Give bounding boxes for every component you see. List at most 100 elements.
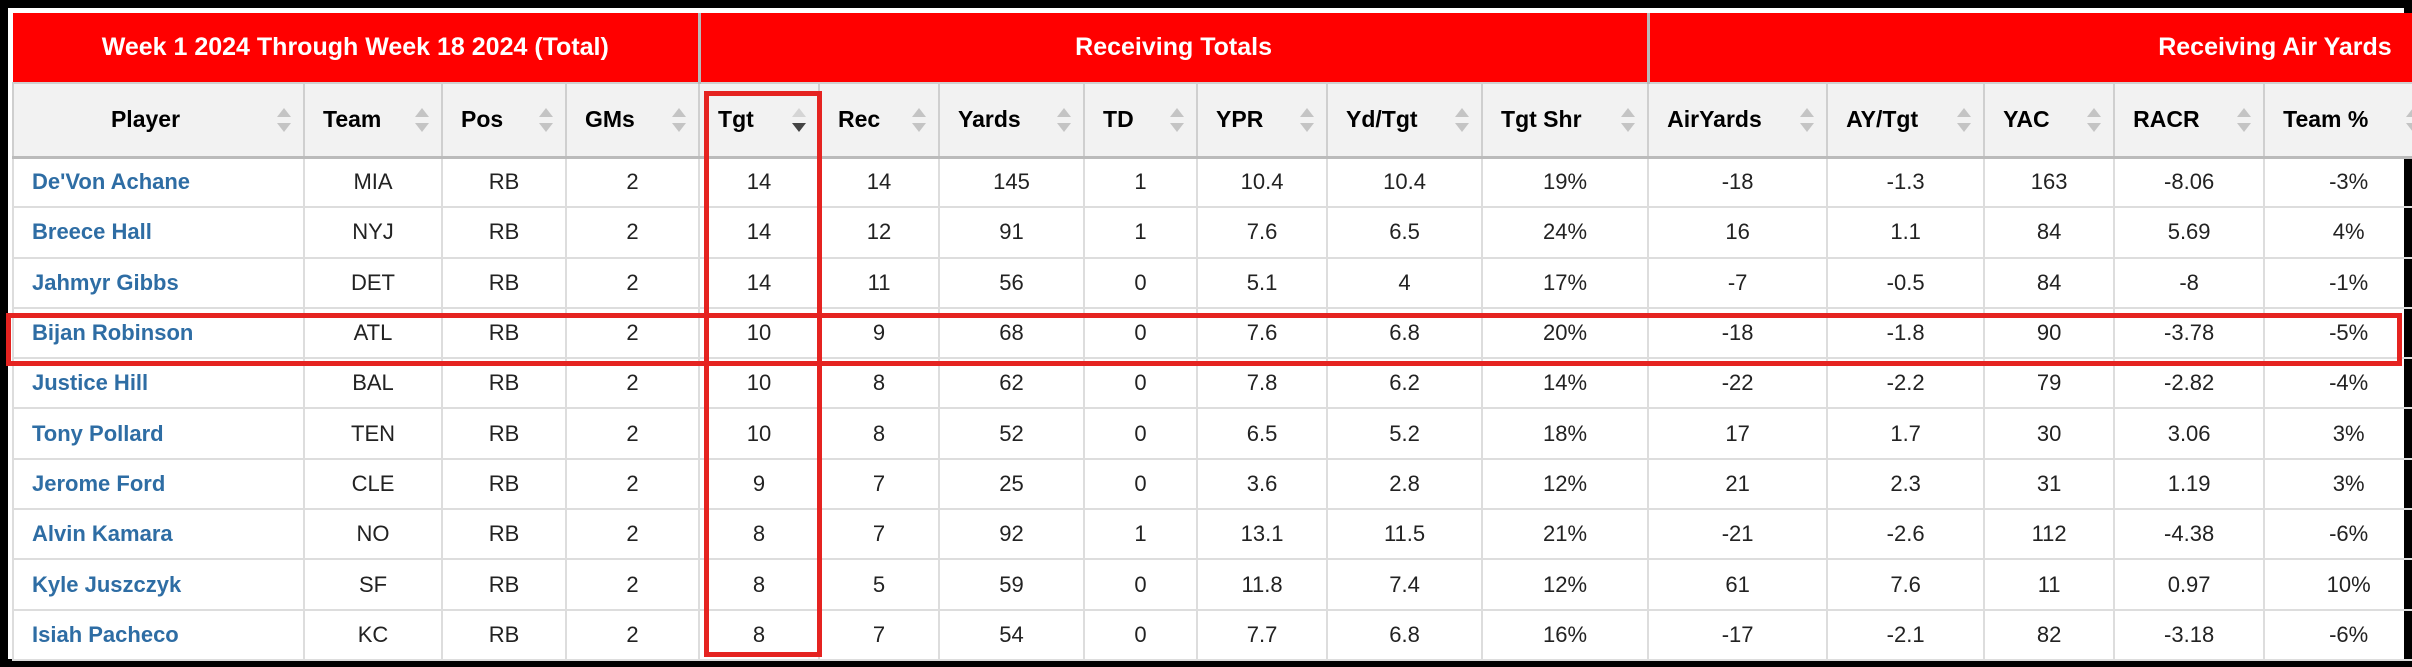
cell-td: 0 (1083, 457, 1199, 511)
cell-yac: 82 (1983, 608, 2116, 661)
sort-arrows-icon[interactable] (1621, 108, 1636, 136)
cell-ay-tgt: -2.1 (1826, 608, 1986, 661)
sort-arrows-icon[interactable] (1455, 108, 1470, 136)
cell-td: 0 (1083, 306, 1199, 360)
column-header-td[interactable]: TD (1083, 82, 1199, 159)
sort-arrows-icon[interactable] (912, 108, 927, 136)
cell-team-pct: -6% (2263, 508, 2412, 561)
cell-yards: 145 (938, 155, 1086, 209)
table-row: Jahmyr Gibbs DET RB 2 14 11 56 0 5.1 4 17% -7 -0.5 84… (12, 256, 2412, 309)
sort-arrows-icon[interactable] (2406, 108, 2412, 136)
column-header-label: Team (323, 106, 382, 133)
sort-arrows-icon[interactable] (539, 108, 553, 136)
column-header-team[interactable]: Team % (2263, 82, 2412, 159)
column-header-label: TD (1103, 106, 1134, 133)
cell-airyards: -7 (1647, 256, 1829, 309)
group-header-week-range: Week 1 2024 Through Week 18 2024 (Total) (13, 13, 701, 83)
player-link[interactable]: Isiah Pacheco (12, 608, 305, 661)
column-header-label: Team % (2283, 106, 2369, 133)
column-header-yac[interactable]: YAC (1983, 82, 2116, 159)
sort-arrows-icon[interactable] (1800, 108, 1815, 136)
cell-yd-tgt: 6.2 (1326, 357, 1484, 410)
cell-airyards: -22 (1647, 357, 1829, 410)
sort-descending-icon[interactable] (792, 108, 807, 136)
column-header-label: RACR (2133, 106, 2200, 133)
column-header-ay-tgt[interactable]: AY/Tgt (1826, 82, 1986, 159)
column-header-tgt-shr[interactable]: Tgt Shr (1481, 82, 1650, 159)
cell-team: SF (303, 558, 443, 611)
cell-racr: -3.18 (2113, 608, 2266, 661)
cell-gms: 2 (564, 608, 701, 661)
cell-td: 1 (1083, 206, 1199, 259)
cell-ay-tgt: -2.2 (1826, 357, 1986, 410)
cell-yac: 90 (1983, 306, 2116, 360)
sort-arrows-icon[interactable] (2237, 108, 2252, 136)
column-header-pos[interactable]: Pos (441, 82, 567, 159)
cell-team-pct: 4% (2263, 206, 2412, 259)
cell-yards: 56 (938, 256, 1086, 309)
cell-airyards: -21 (1647, 508, 1829, 561)
cell-yards: 62 (938, 357, 1086, 410)
sort-arrows-icon[interactable] (1957, 108, 1972, 136)
player-link[interactable]: Tony Pollard (12, 407, 305, 460)
cell-team: BAL (303, 357, 443, 410)
column-header-team[interactable]: Team (303, 82, 443, 159)
column-header-yd-tgt[interactable]: Yd/Tgt (1326, 82, 1484, 159)
cell-rec: 5 (818, 558, 941, 611)
cell-gms: 2 (564, 407, 701, 460)
cell-td: 0 (1083, 407, 1199, 460)
column-header-rec[interactable]: Rec (818, 82, 941, 159)
cell-gms: 2 (564, 256, 701, 309)
sort-arrows-icon[interactable] (277, 108, 291, 136)
column-header-gms[interactable]: GMs (564, 82, 701, 159)
column-header-label: Yards (958, 106, 1021, 133)
sort-arrows-icon[interactable] (1057, 108, 1072, 136)
cell-ypr: 13.1 (1196, 508, 1329, 561)
cell-team-pct: -1% (2263, 256, 2412, 309)
sort-arrows-icon[interactable] (672, 108, 687, 136)
cell-td: 0 (1083, 357, 1199, 410)
cell-airyards: 17 (1647, 407, 1829, 460)
sort-arrows-icon[interactable] (1170, 108, 1185, 136)
column-header-ypr[interactable]: YPR (1196, 82, 1329, 159)
cell-tgt-shr: 16% (1481, 608, 1650, 661)
player-link[interactable]: Bijan Robinson (12, 306, 305, 360)
cell-tgt-shr: 12% (1481, 457, 1650, 511)
player-link[interactable]: Jahmyr Gibbs (12, 256, 305, 309)
cell-pos: RB (441, 457, 567, 511)
cell-yac: 112 (1983, 508, 2116, 561)
cell-team-pct: -4% (2263, 357, 2412, 410)
cell-team: NO (303, 508, 443, 561)
cell-gms: 2 (564, 155, 701, 209)
table-row: Bijan Robinson ATL RB 2 10 9 68 0 7.6 6.8 20% -18 -1… (12, 306, 2412, 360)
cell-tgt-shr: 19% (1481, 155, 1650, 209)
cell-ay-tgt: 1.7 (1826, 407, 1986, 460)
cell-pos: RB (441, 256, 567, 309)
cell-ay-tgt: -1.3 (1826, 155, 1986, 209)
cell-ypr: 6.5 (1196, 407, 1329, 460)
cell-rec: 14 (818, 155, 941, 209)
sort-arrows-icon[interactable] (415, 108, 429, 136)
column-header-label: GMs (585, 106, 635, 133)
player-link[interactable]: Breece Hall (12, 206, 305, 259)
cell-ypr: 7.8 (1196, 357, 1329, 410)
player-link[interactable]: Justice Hill (12, 357, 305, 410)
column-header-yards[interactable]: Yards (938, 82, 1086, 159)
cell-yards: 54 (938, 608, 1086, 661)
cell-racr: -8.06 (2113, 155, 2266, 209)
cell-ypr: 5.1 (1196, 256, 1329, 309)
cell-racr: -2.82 (2113, 357, 2266, 410)
player-link[interactable]: Kyle Juszczyk (12, 558, 305, 611)
sort-arrows-icon[interactable] (1300, 108, 1315, 136)
column-header-player[interactable]: Player (12, 82, 305, 159)
cell-tgt: 10 (698, 306, 821, 360)
column-header-tgt[interactable]: Tgt (698, 82, 821, 159)
column-header-airyards[interactable]: AirYards (1647, 82, 1829, 159)
player-link[interactable]: Alvin Kamara (12, 508, 305, 561)
cell-yac: 84 (1983, 206, 2116, 259)
column-header-racr[interactable]: RACR (2113, 82, 2266, 159)
cell-pos: RB (441, 608, 567, 661)
sort-arrows-icon[interactable] (2087, 108, 2102, 136)
player-link[interactable]: De'Von Achane (12, 155, 305, 209)
player-link[interactable]: Jerome Ford (12, 457, 305, 511)
